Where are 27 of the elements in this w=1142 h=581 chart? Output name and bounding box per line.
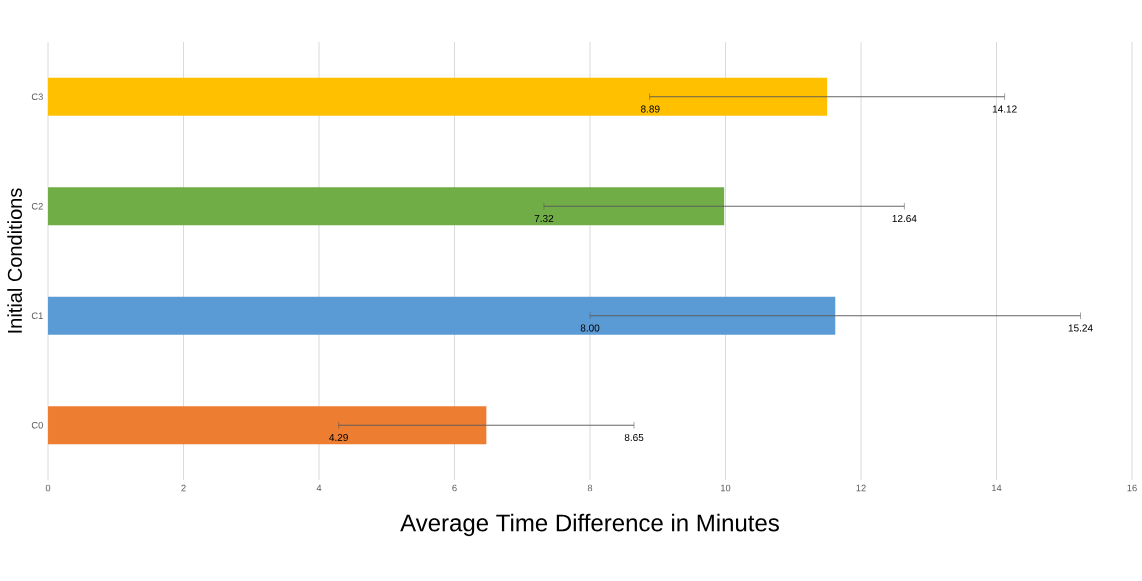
bar (48, 296, 836, 335)
x-tick-label: 8 (587, 484, 593, 492)
x-tick-label: 0 (45, 484, 51, 492)
x-tick-label: 4 (316, 484, 322, 492)
annotation: 14.12 (992, 105, 1017, 113)
x-tick-label: 10 (721, 484, 731, 492)
annotation: 12.64 (892, 214, 917, 223)
y-tick-label: C0 (31, 421, 43, 429)
annotation: 8.65 (624, 433, 644, 442)
bar (48, 77, 828, 116)
annotation: 8.89 (641, 105, 660, 113)
y-tick-label: C2 (31, 202, 43, 210)
x-tick-label: 16 (1127, 484, 1137, 492)
y-tick-label: C3 (31, 93, 43, 101)
annotation: 4.29 (329, 433, 348, 442)
bar (48, 187, 725, 226)
x-tick-label: 6 (452, 484, 457, 492)
bar (48, 406, 487, 445)
annotation: 8.00 (580, 324, 600, 332)
annotation: 7.32 (534, 214, 554, 223)
y-tick-label: C1 (31, 312, 43, 320)
x-tick-label: 2 (181, 484, 186, 492)
y-axis-title: Initial Conditions (7, 188, 22, 333)
annotation: 15.24 (1068, 324, 1093, 332)
x-axis-title: Average Time Difference in Minutes (400, 513, 779, 537)
x-tick-label: 14 (992, 484, 1002, 492)
x-tick-label: 12 (856, 484, 866, 492)
